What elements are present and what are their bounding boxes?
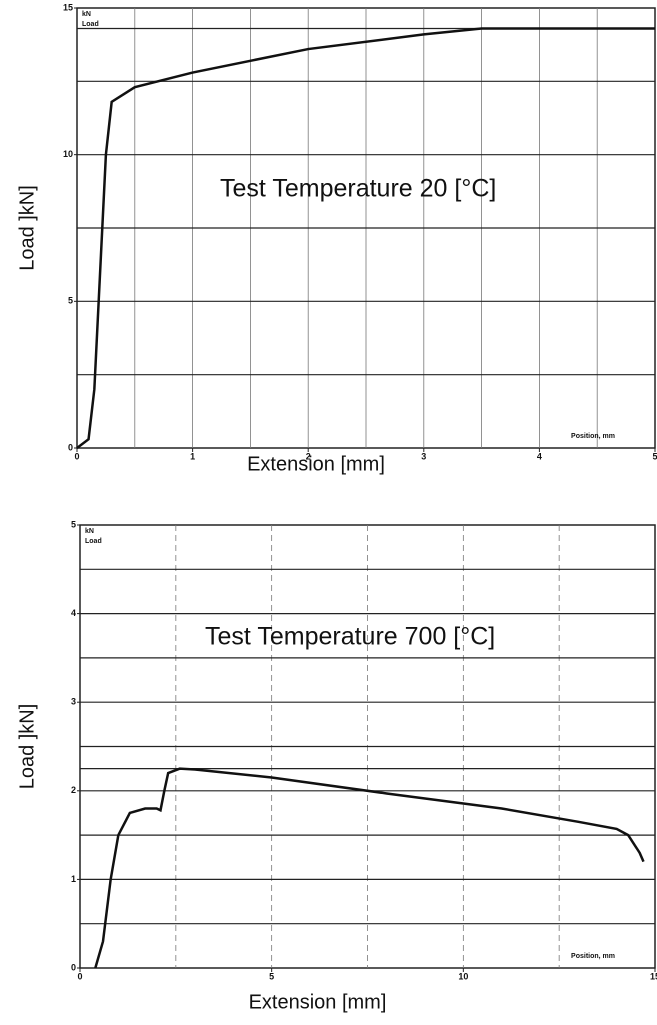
y-tick-label: 5 [68,296,73,306]
y-axis-label: Load ]kN] [16,185,38,271]
y-tick-label: 0 [71,962,76,972]
y-tick-label: 0 [68,442,73,452]
x-tick-label: 10 [458,971,468,981]
x-tick-label: 1 [190,451,195,461]
x-tick-label: 0 [74,451,79,461]
x-tick-label: 15 [650,971,657,981]
data-line [94,767,645,969]
y-tick-label: 5 [71,519,76,529]
y-tick-label: 1 [71,874,76,884]
x-axis-label: Extension [mm] [249,991,387,1013]
x-tick-label: 4 [537,451,542,461]
y-tick-label: 3 [71,697,76,707]
x-axis-label: Extension [mm] [247,453,385,475]
x-tick-label: 2 [306,451,311,461]
y-axis-label: Load ]kN] [16,704,38,790]
y-tick-label: 15 [63,2,73,12]
data-line [76,27,655,449]
x-tick-label: 5 [269,971,274,981]
x-tick-label: 3 [421,451,426,461]
position-label: Position, mm [571,953,615,960]
y-tick-label: 10 [63,149,73,159]
annotation: Test Temperature 700 [°C] [205,623,495,651]
corner-label: Load [82,21,99,28]
x-tick-label: 0 [77,971,82,981]
corner-label: Load [85,538,102,545]
x-tick-label: 5 [652,451,657,461]
position-label: Position, mm [571,433,615,440]
unit-label: kN [82,11,91,18]
y-tick-label: 2 [71,785,76,795]
y-tick-label: 4 [71,608,76,618]
unit-label: kN [85,528,94,535]
annotation: Test Temperature 20 [°C] [220,175,496,203]
